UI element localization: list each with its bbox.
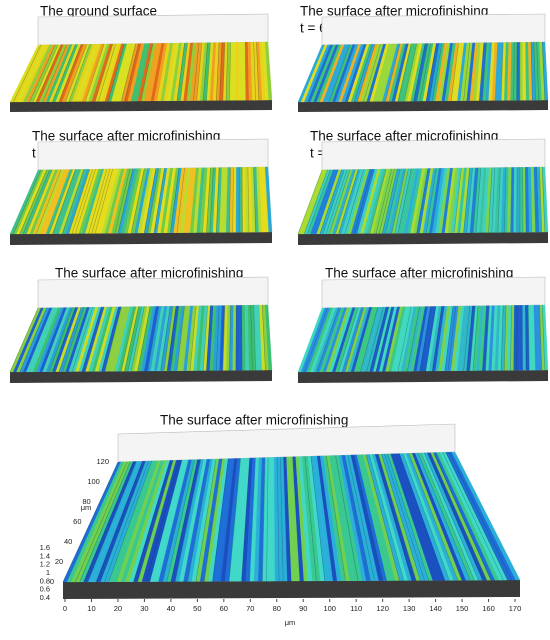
x-tick-label: 160 [482, 604, 495, 613]
surface-frame [322, 277, 545, 308]
z-tick-label: 1 [46, 568, 50, 577]
x-tick-label: 100 [323, 604, 336, 613]
x-tick-label: 80 [273, 604, 281, 613]
y-tick-label: 40 [64, 537, 72, 546]
y-tick-label: 120 [96, 457, 109, 466]
z-tick-label: 1.4 [40, 551, 50, 560]
y-tick-label: 20 [55, 557, 63, 566]
surface-panel: The ground surfaceSa = 0.153 μm, Sz = 1.… [10, 4, 272, 112]
x-tick-label: 170 [509, 604, 522, 613]
surface-base [298, 370, 548, 383]
x-tick-label: 140 [429, 604, 442, 613]
surface-frame [322, 139, 545, 170]
y-tick-label: 0 [50, 577, 54, 586]
z-tick-label: 0.6 [40, 585, 50, 594]
surface-base [298, 232, 548, 245]
surface-stripe [236, 167, 239, 232]
z-tick-label: 1.6 [40, 543, 50, 552]
x-tick-label: 130 [403, 604, 416, 613]
surface-frame [322, 14, 545, 45]
x-tick-label: 10 [87, 604, 95, 613]
surface-frame [38, 139, 268, 170]
surface-stripe [239, 305, 242, 370]
surface-frame [38, 277, 268, 308]
x-tick-label: 120 [376, 604, 389, 613]
z-tick-label: 0.8 [40, 576, 50, 585]
x-axis-label: μm [285, 618, 296, 627]
z-tick-label: 1.2 [40, 560, 50, 569]
y-axis-label: μm [81, 503, 92, 512]
surface-stripe [236, 42, 239, 100]
x-tick-label: 70 [246, 604, 254, 613]
x-tick-label: 50 [193, 604, 201, 613]
x-tick-label: 110 [350, 604, 362, 613]
y-tick-label: 100 [87, 477, 100, 486]
z-tick-label: 0.4 [40, 593, 50, 602]
x-tick-label: 40 [167, 604, 175, 613]
x-tick-label: 150 [456, 604, 469, 613]
x-tick-label: 30 [140, 604, 148, 613]
surface-stripe [239, 42, 242, 100]
surface-base [10, 370, 272, 383]
y-tick-label: 60 [73, 517, 81, 526]
surface-stripe [520, 42, 523, 100]
x-tick-label: 90 [299, 604, 307, 613]
x-tick-label: 60 [220, 604, 228, 613]
surface-frame [38, 14, 268, 45]
surface-stripe [233, 42, 237, 100]
surface-base [63, 580, 520, 599]
surface-stripe [520, 305, 523, 370]
panel-caption: The surface after microfinishing [160, 413, 348, 428]
x-tick-label: 20 [114, 604, 122, 613]
x-tick-label: 0 [63, 604, 67, 613]
surface-base [10, 232, 272, 245]
